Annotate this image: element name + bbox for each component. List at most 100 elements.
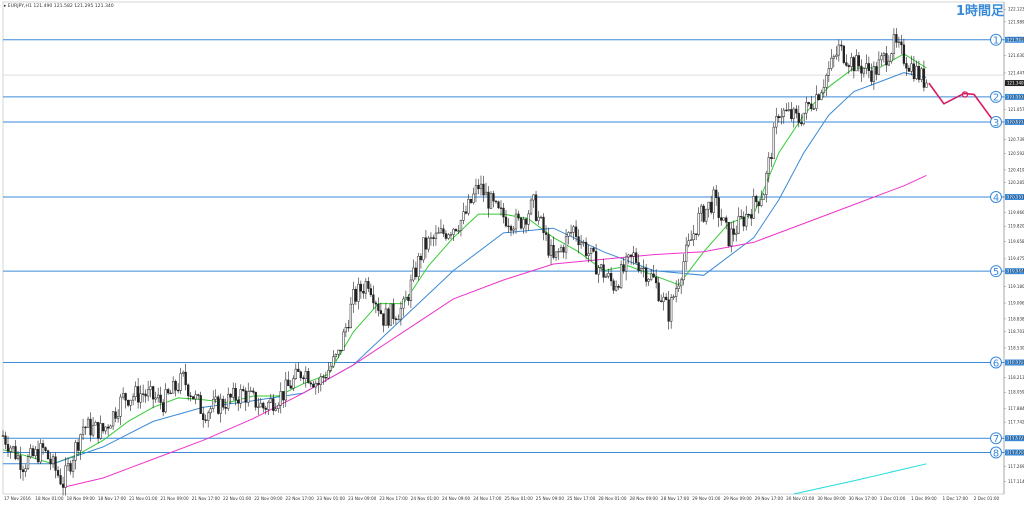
candle-body xyxy=(900,41,903,46)
candle-body xyxy=(284,379,287,401)
candle-body xyxy=(202,413,205,420)
candle-body xyxy=(477,185,480,190)
candle xyxy=(254,391,257,411)
level-price-label: 117.572 xyxy=(1007,436,1024,441)
candle xyxy=(182,370,185,377)
candle xyxy=(677,278,680,292)
candle-body xyxy=(81,426,85,435)
candle-body xyxy=(464,211,468,214)
candle xyxy=(592,246,595,253)
candle-body xyxy=(159,394,162,403)
candle-body xyxy=(827,68,830,76)
candle-body xyxy=(299,371,302,379)
candle xyxy=(757,201,760,214)
candle-body xyxy=(334,354,337,357)
candle-body xyxy=(56,470,60,476)
candle xyxy=(152,385,155,409)
candle xyxy=(462,202,465,225)
candle xyxy=(457,225,460,234)
candle xyxy=(459,219,463,237)
candle xyxy=(384,302,388,326)
candle-body xyxy=(837,44,840,56)
candle-body xyxy=(544,232,548,235)
candle xyxy=(827,61,830,82)
candle xyxy=(792,107,795,128)
candle xyxy=(732,220,735,242)
candle-body xyxy=(675,288,678,297)
x-tick-label: 25 Nov 09:00 xyxy=(536,496,565,501)
candle xyxy=(282,391,285,408)
candle-body xyxy=(662,296,665,302)
candle xyxy=(529,197,533,216)
x-tick-label: 25 Nov 17:00 xyxy=(567,496,596,501)
x-tick-label: 25 Nov 01:00 xyxy=(505,496,534,501)
candle xyxy=(837,39,840,62)
candle-body xyxy=(449,234,453,236)
candle xyxy=(347,319,350,332)
candle xyxy=(192,396,195,400)
level-price-label: 118.375 xyxy=(1007,360,1024,365)
candle-body xyxy=(632,252,635,257)
candle-body xyxy=(224,406,227,409)
x-tick-label: 28 Nov 01:00 xyxy=(598,496,627,501)
candle-body xyxy=(822,87,825,93)
candle-body xyxy=(49,458,52,465)
candle-body xyxy=(787,109,790,111)
candle-body xyxy=(419,255,423,261)
candle-body xyxy=(627,254,630,258)
candle xyxy=(217,394,220,415)
x-tick-label: 30 Nov 17:00 xyxy=(849,496,878,501)
candle-body xyxy=(439,228,443,233)
candle-body xyxy=(292,378,295,389)
candle-body xyxy=(24,468,27,472)
candle-body xyxy=(314,382,317,388)
candle-body xyxy=(792,108,795,119)
candle-body xyxy=(84,426,87,429)
candle xyxy=(594,243,598,275)
candle-body xyxy=(399,307,403,320)
candle xyxy=(830,49,833,71)
candle-body xyxy=(857,55,861,67)
candle xyxy=(1,430,5,437)
candle-body xyxy=(229,393,232,398)
candle-body xyxy=(717,197,720,218)
candle xyxy=(394,316,398,325)
candle xyxy=(850,52,853,72)
candle xyxy=(432,234,435,247)
candle-body xyxy=(559,247,563,252)
x-tick-label: 18 Nov 09:00 xyxy=(67,496,96,501)
candle xyxy=(267,400,270,416)
candle xyxy=(29,444,32,459)
candle xyxy=(765,170,768,203)
candle-body xyxy=(920,68,923,80)
y-tick-label: 120.739 xyxy=(1008,137,1024,142)
candle xyxy=(519,216,523,230)
candle xyxy=(332,350,335,369)
candle-body xyxy=(712,189,715,213)
candle-body xyxy=(389,303,393,326)
candle-body xyxy=(116,416,120,419)
candle-body xyxy=(757,201,760,207)
candle-body xyxy=(297,368,300,372)
candle-body xyxy=(144,393,147,397)
candle xyxy=(364,278,368,300)
candle-body xyxy=(502,207,505,218)
candle xyxy=(767,152,770,183)
candle-body xyxy=(542,216,545,233)
level-marker xyxy=(990,90,1002,103)
candle-body xyxy=(795,108,798,114)
y-tick-label: 122.123 xyxy=(1008,7,1024,12)
candle xyxy=(537,211,540,225)
candle xyxy=(867,56,871,79)
candle-body xyxy=(885,53,888,66)
candle-body xyxy=(31,448,35,457)
x-tick-label: 28 Nov 17:00 xyxy=(661,496,690,501)
candle-body xyxy=(742,216,745,227)
candle xyxy=(99,415,102,440)
candle-body xyxy=(79,434,82,451)
candle xyxy=(549,239,553,265)
candle-body xyxy=(136,386,140,403)
candle xyxy=(287,371,290,387)
candle xyxy=(612,278,615,294)
candle-body xyxy=(257,406,260,408)
